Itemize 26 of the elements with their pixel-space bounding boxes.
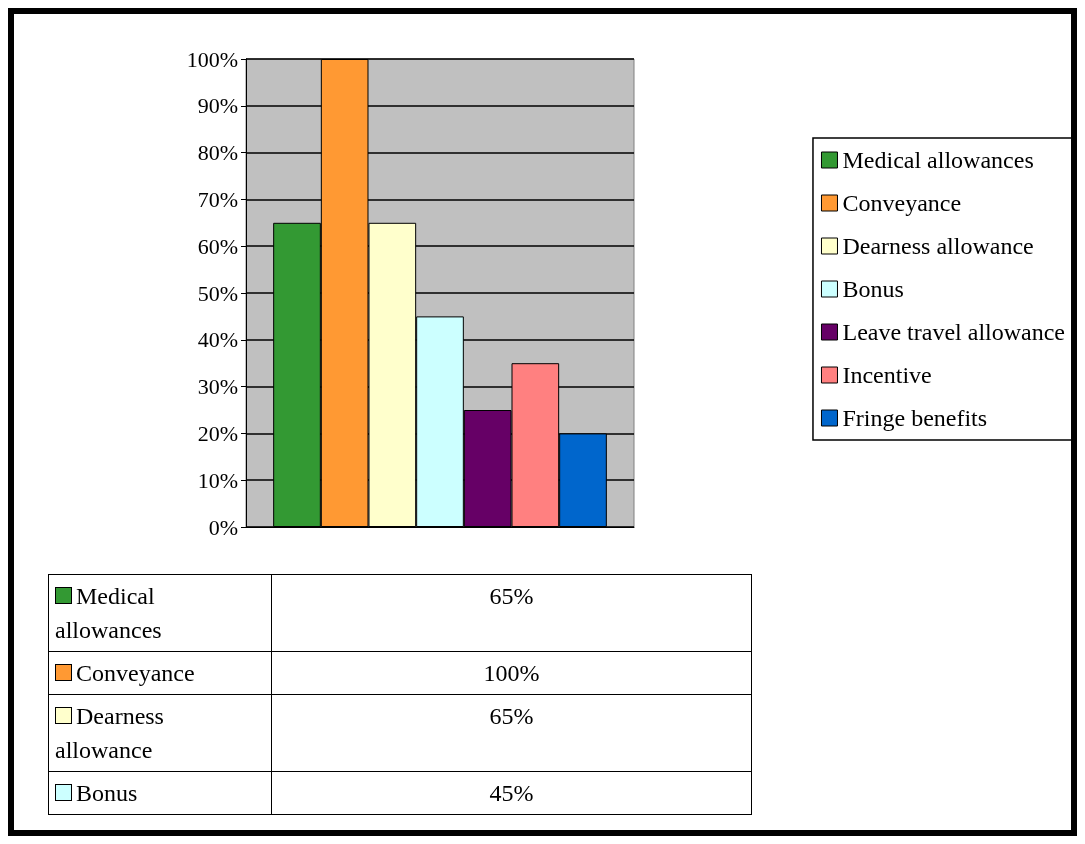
text: Conveyance	[842, 190, 962, 216]
legend-label: Leave travel allowance	[842, 319, 1065, 345]
y-tick-label: 50%	[197, 280, 238, 306]
y-tick-label: 30%	[197, 374, 238, 400]
y-tick-label: 40%	[197, 327, 238, 353]
legend-label: Bonus	[76, 780, 138, 806]
legend-label: Dearness allowance	[55, 703, 164, 763]
y-tick-label: 10%	[197, 467, 238, 493]
legend-label: Medical allowances	[55, 583, 162, 643]
text: 100%	[483, 660, 540, 686]
legend-label: Fringe benefits	[842, 405, 988, 431]
legend-label: Conveyance	[76, 660, 195, 686]
y-tick-label: 80%	[197, 140, 238, 166]
text: 45%	[489, 780, 534, 806]
y-tick-label: 70%	[197, 186, 238, 212]
legend-label: Incentive	[842, 362, 932, 388]
y-tick-label: 0%	[208, 514, 238, 540]
text: Bonus	[842, 276, 904, 302]
text: Dearness allowance	[842, 233, 1034, 259]
text: Medical allowances	[842, 147, 1034, 173]
y-tick-label: 100%	[186, 46, 238, 72]
y-tick-label: 60%	[197, 233, 238, 259]
y-tick-label: 90%	[197, 93, 238, 119]
y-tick-label: 20%	[197, 420, 238, 446]
text: 65%	[489, 583, 534, 609]
text: 65%	[489, 703, 534, 729]
